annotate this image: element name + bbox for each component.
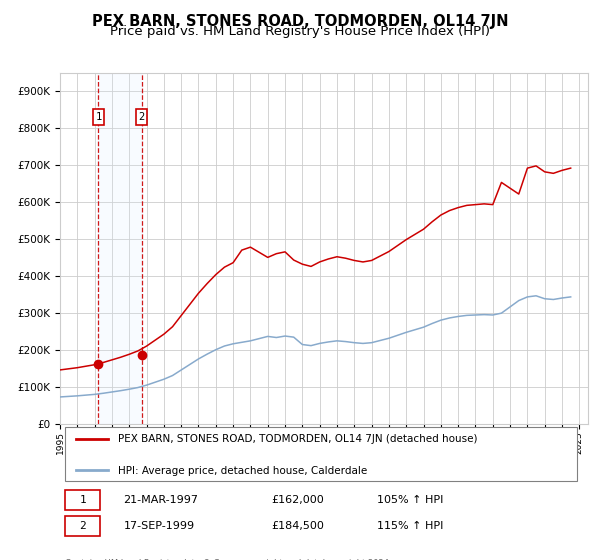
- FancyBboxPatch shape: [65, 427, 577, 481]
- Text: 1: 1: [95, 112, 101, 122]
- Text: £184,500: £184,500: [271, 521, 324, 531]
- Bar: [98, 73, 142, 423]
- Text: 21-MAR-1997: 21-MAR-1997: [124, 495, 199, 505]
- Text: PEX BARN, STONES ROAD, TODMORDEN, OL14 7JN (detached house): PEX BARN, STONES ROAD, TODMORDEN, OL14 7…: [118, 434, 478, 444]
- Text: 105% ↑ HPI: 105% ↑ HPI: [377, 495, 443, 505]
- Text: 17-SEP-1999: 17-SEP-1999: [124, 521, 194, 531]
- Text: 115% ↑ HPI: 115% ↑ HPI: [377, 521, 443, 531]
- Text: 2: 2: [79, 521, 86, 531]
- Text: HPI: Average price, detached house, Calderdale: HPI: Average price, detached house, Cald…: [118, 465, 367, 475]
- FancyBboxPatch shape: [65, 516, 100, 536]
- FancyBboxPatch shape: [65, 490, 100, 510]
- Text: PEX BARN, STONES ROAD, TODMORDEN, OL14 7JN: PEX BARN, STONES ROAD, TODMORDEN, OL14 7…: [92, 14, 508, 29]
- Text: Price paid vs. HM Land Registry's House Price Index (HPI): Price paid vs. HM Land Registry's House …: [110, 25, 490, 38]
- Text: 2: 2: [139, 112, 145, 122]
- Text: Contains HM Land Registry data © Crown copyright and database right 2024.
This d: Contains HM Land Registry data © Crown c…: [65, 559, 392, 560]
- Text: 1: 1: [79, 495, 86, 505]
- Text: £162,000: £162,000: [271, 495, 324, 505]
